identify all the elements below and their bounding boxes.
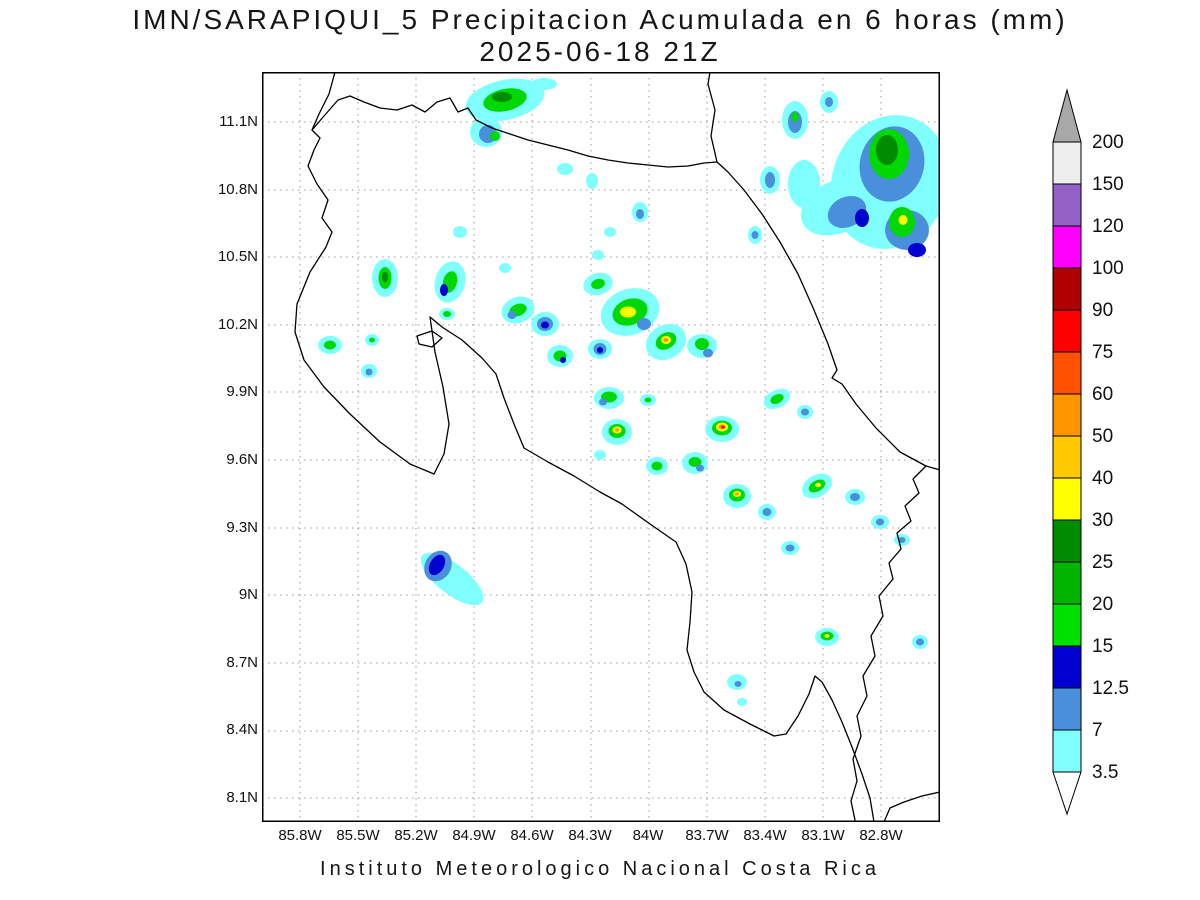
nicaragua-caribbean-coast-path — [707, 73, 718, 163]
colorbar-legend: 200 150 120 100 90 75 60 50 40 30 25 20 … — [1052, 88, 1129, 816]
svg-text:75: 75 — [1092, 342, 1113, 363]
lon-axis-label: 84.3W — [568, 827, 612, 844]
lat-axis-label: 9N — [238, 586, 258, 603]
svg-text:15: 15 — [1092, 636, 1113, 657]
svg-text:200: 200 — [1092, 132, 1124, 153]
lon-axis-label: 83.4W — [743, 827, 787, 844]
lat-axis-label: 10.2N — [217, 316, 258, 333]
svg-text:30: 30 — [1092, 510, 1113, 531]
lon-axis-label: 83.7W — [685, 827, 729, 844]
chira-island-path — [416, 330, 443, 348]
panama-border-path — [850, 465, 927, 821]
precipitation-field — [318, 78, 939, 706]
svg-text:120: 120 — [1092, 216, 1124, 237]
svg-text:7: 7 — [1092, 720, 1103, 741]
plot-frame — [262, 72, 940, 822]
lat-axis-label: 11.1N — [219, 113, 258, 130]
chart-title: IMN/SARAPIQUI_5 Precipitacion Acumulada … — [132, 4, 1068, 35]
svg-text:100: 100 — [1092, 258, 1124, 279]
colorbar-above-arrow — [1052, 88, 1082, 143]
footer-attribution: Instituto Meteorologico Nacional Costa R… — [320, 858, 880, 880]
lon-axis-label: 84.6W — [510, 827, 554, 844]
lon-axis-label: 85.5W — [336, 827, 380, 844]
panama-pacific-coast-path — [883, 791, 939, 821]
svg-text:60: 60 — [1092, 384, 1113, 405]
nicaragua-border-path — [311, 95, 718, 168]
lat-axis-label: 8.4N — [226, 721, 258, 738]
lat-axis-label: 8.7N — [226, 654, 258, 671]
lon-axis-label: 82.8W — [859, 827, 903, 844]
svg-text:25: 25 — [1092, 552, 1113, 573]
svg-text:20: 20 — [1092, 594, 1113, 615]
colorbar-labels: 200 150 120 100 90 75 60 50 40 30 25 20 … — [1092, 132, 1129, 783]
lon-axis-label: 85.8W — [278, 827, 322, 844]
svg-text:12.5: 12.5 — [1092, 678, 1129, 699]
colorbar-below-arrow — [1052, 771, 1082, 816]
svg-text:3.5: 3.5 — [1092, 762, 1118, 783]
pacific-coast-path — [294, 73, 875, 821]
lat-axis-label: 9.6N — [226, 451, 258, 468]
lon-axis-label: 83.1W — [801, 827, 845, 844]
lat-axis-label: 10.5N — [217, 248, 258, 265]
lon-axis-label: 85.2W — [394, 827, 438, 844]
chart-subtitle: 2025-06-18 21Z — [479, 36, 721, 67]
svg-text:150: 150 — [1092, 174, 1124, 195]
svg-text:50: 50 — [1092, 426, 1113, 447]
lat-axis-label: 9.9N — [226, 383, 258, 400]
lon-axis-label: 84.9W — [452, 827, 496, 844]
lat-axis-label: 8.1N — [226, 789, 258, 806]
caribbean-coast-path — [716, 161, 939, 471]
map-plot — [262, 72, 940, 822]
lat-axis-label: 9.3N — [226, 519, 258, 536]
svg-text:40: 40 — [1092, 468, 1113, 489]
coastline — [294, 73, 939, 821]
lon-axis-label: 84W — [632, 827, 664, 844]
lat-axis-label: 10.8N — [217, 181, 258, 198]
svg-text:90: 90 — [1092, 300, 1113, 321]
